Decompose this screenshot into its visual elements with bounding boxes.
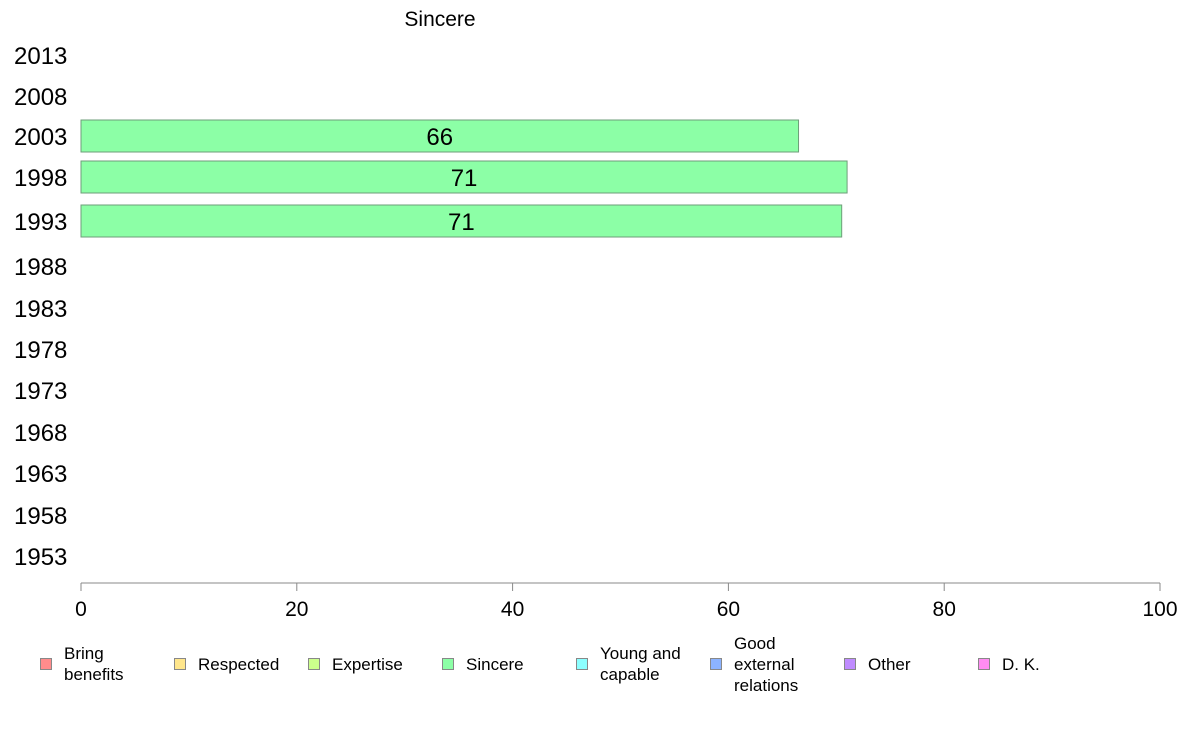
y-tick-label: 1963	[14, 461, 67, 488]
y-tick-label: 1973	[14, 378, 67, 405]
x-tick-label: 40	[501, 598, 524, 621]
legend-label: Expertise	[332, 654, 403, 674]
chart-title: Sincere	[404, 8, 475, 31]
legend-swatch	[174, 658, 186, 670]
legend-label: Other	[868, 654, 911, 674]
x-tick-label: 20	[285, 598, 308, 621]
x-tick-label: 60	[717, 598, 740, 621]
y-tick-label: 1983	[14, 296, 67, 323]
y-tick-label: 1968	[14, 420, 67, 447]
legend-label: D. K.	[1002, 654, 1040, 674]
x-tick-label: 0	[75, 598, 87, 621]
legend-swatch	[308, 658, 320, 670]
y-tick-label: 1953	[14, 544, 67, 571]
y-tick-label: 2013	[14, 43, 67, 70]
bar-value-label: 71	[451, 165, 478, 192]
y-tick-label: 1988	[14, 254, 67, 281]
legend-swatch	[40, 658, 52, 670]
bar-value-label: 71	[448, 209, 475, 236]
legend: Bring benefits Respected Expertise Sincere Y…	[0, 630, 1188, 710]
legend-item: Other	[844, 630, 911, 698]
legend-item: Respected	[174, 630, 279, 698]
y-tick-label: 1958	[14, 503, 67, 530]
x-tick-label: 80	[933, 598, 956, 621]
legend-item: Young and capable	[576, 630, 681, 698]
bar	[80, 119, 800, 153]
legend-swatch	[442, 658, 454, 670]
legend-label: Respected	[198, 654, 280, 674]
x-tick-label: 100	[1142, 598, 1177, 621]
legend-swatch	[576, 658, 588, 670]
legend-item: D. K.	[978, 630, 1040, 698]
y-tick-label: 1993	[14, 209, 67, 236]
y-tick-label: 2003	[14, 124, 67, 151]
legend-item: Expertise	[308, 630, 403, 698]
legend-swatch	[710, 658, 722, 670]
chart: Sincere 2013 2008 2003 1998 1993 1988 1983 1978 1…	[14, 8, 1178, 621]
bar	[80, 204, 843, 238]
bar	[80, 160, 848, 194]
legend-item: Good external relations	[710, 630, 798, 698]
bar-value-label: 66	[426, 124, 453, 151]
legend-item: Sincere	[442, 630, 524, 698]
legend-swatch	[844, 658, 856, 670]
legend-swatch	[978, 658, 990, 670]
y-tick-label: 2008	[14, 84, 67, 111]
legend-item: Bring benefits	[40, 630, 124, 698]
legend-label: Good external relations	[734, 633, 799, 695]
y-tick-label: 1978	[14, 337, 67, 364]
y-tick-label: 1998	[14, 165, 67, 192]
legend-label: Bring benefits	[64, 644, 124, 684]
legend-label: Young and capable	[600, 644, 681, 684]
legend-label: Sincere	[466, 654, 524, 674]
